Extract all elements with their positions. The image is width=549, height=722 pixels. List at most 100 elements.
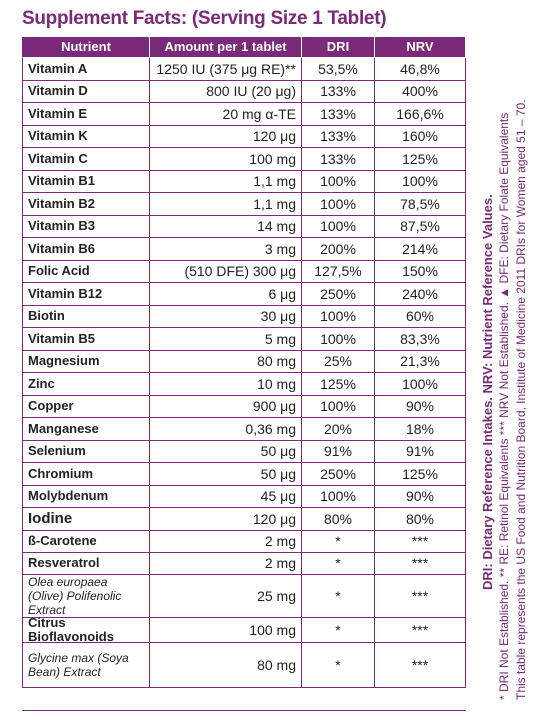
table-cell: Copper <box>22 395 150 418</box>
table-cell: 250% <box>302 283 375 306</box>
table-cell: 900 μg <box>150 395 302 418</box>
table-cell: 100 mg <box>150 148 302 171</box>
table-cell: 2 mg <box>150 530 302 553</box>
table-cell: 100% <box>302 395 375 418</box>
table-cell: *** <box>375 642 466 688</box>
table-cell: 100% <box>302 305 375 328</box>
table-cell: 25 mg <box>150 574 302 618</box>
table-cell: 100% <box>302 328 375 351</box>
table-cell: Vitamin E <box>22 103 150 126</box>
table-cell: 1,1 mg <box>150 170 302 193</box>
table-cell: 14 mg <box>150 215 302 238</box>
table-cell: 133% <box>302 80 375 103</box>
table-cell: Vitamin B6 <box>22 238 150 261</box>
table-cell: *** <box>375 552 466 575</box>
table-cell: 0,36 mg <box>150 418 302 441</box>
title: Supplement Facts: (Serving Size 1 Tablet… <box>22 8 387 29</box>
table-cell: 90% <box>375 485 466 508</box>
table-cell: * <box>302 552 375 575</box>
table-cell: 20 mg α-TE <box>150 103 302 126</box>
table-cell: 125% <box>375 148 466 171</box>
table-cell: 133% <box>302 148 375 171</box>
table-cell: 78,5% <box>375 193 466 216</box>
table-cell: 160% <box>375 125 466 148</box>
table-cell: Zinc <box>22 373 150 396</box>
table-cell: Vitamin B2 <box>22 193 150 216</box>
table-cell: Molybdenum <box>22 485 150 508</box>
table-cell: 240% <box>375 283 466 306</box>
table-cell: Vitamin D <box>22 80 150 103</box>
table-cell: 214% <box>375 238 466 261</box>
table-cell: 5 mg <box>150 328 302 351</box>
table-cell: 200% <box>302 238 375 261</box>
table-cell: 133% <box>302 125 375 148</box>
table-cell: 100% <box>375 373 466 396</box>
table-cell: 91% <box>302 440 375 463</box>
table-cell: Vitamin B1 <box>22 170 150 193</box>
footnote: DRI: Dietary Reference Intakes. NRV: Nut… <box>480 194 495 590</box>
table-cell: Vitamin B3 <box>22 215 150 238</box>
table-cell: 166,6% <box>375 103 466 126</box>
table-cell: 120 μg <box>150 508 302 531</box>
table-cell: 50 μg <box>150 440 302 463</box>
table-cell: 21,3% <box>375 350 466 373</box>
table-cell: Resveratrol <box>22 552 150 575</box>
table-cell: 100% <box>302 193 375 216</box>
table-cell: 25% <box>302 350 375 373</box>
table-cell: *** <box>375 574 466 618</box>
table-cell: 1,1 mg <box>150 193 302 216</box>
table-cell: 90% <box>375 395 466 418</box>
table-cell: 80% <box>302 508 375 531</box>
table-cell: ß-Carotene <box>22 530 150 553</box>
table-cell: 127,5% <box>302 260 375 283</box>
table-cell: 91% <box>375 440 466 463</box>
table-cell: 80% <box>375 508 466 531</box>
table-cell: Biotin <box>22 305 150 328</box>
table-cell: 18% <box>375 418 466 441</box>
table-cell: 150% <box>375 260 466 283</box>
table-cell: 120 μg <box>150 125 302 148</box>
table: Nutrient Amount per 1 tablet DRI NRV Vitamin… <box>22 37 466 711</box>
table-cell: Magnesium <box>22 350 150 373</box>
table-cell: 100% <box>302 170 375 193</box>
table-cell: Vitamin K <box>22 125 150 148</box>
header-cell: DRI <box>302 37 375 58</box>
table-cell: (510 DFE) 300 μg <box>150 260 302 283</box>
table-cell: 125% <box>302 373 375 396</box>
table-cell: Vitamin A <box>22 58 150 81</box>
table-cell: Iodine <box>22 508 150 531</box>
table-cell: 100 mg <box>150 617 302 643</box>
table-cell: *** <box>375 617 466 643</box>
table-cell: 46,8% <box>375 58 466 81</box>
table-cell: Vitamin B5 <box>22 328 150 351</box>
table-cell: Manganese <box>22 418 150 441</box>
table-cell: 100% <box>375 170 466 193</box>
table-cell: * <box>302 574 375 618</box>
table-cell: 80 mg <box>150 642 302 688</box>
table-cell: 20% <box>302 418 375 441</box>
table-cell: Folic Acid <box>22 260 150 283</box>
table-cell: 50 μg <box>150 463 302 486</box>
table-cell: 2 mg <box>150 552 302 575</box>
table-cell: 3 mg <box>150 238 302 261</box>
table-cell: 1250 IU (375 μg RE)** <box>150 58 302 81</box>
table-cell: 400% <box>375 80 466 103</box>
table-cell: 100% <box>302 485 375 508</box>
table-cell: * <box>302 530 375 553</box>
table-cell: Chromium <box>22 463 150 486</box>
table-cell: 250% <box>302 463 375 486</box>
table-cell: * <box>302 642 375 688</box>
table-cell: Glycine max (Soya Bean) Extract <box>22 642 150 688</box>
header-cell: NRV <box>375 37 466 58</box>
table-cell: 100% <box>302 215 375 238</box>
table-cell: 60% <box>375 305 466 328</box>
table-cell: Citrus Bioflavonoids <box>22 615 150 643</box>
footnote: * DRI Not Established. ** RE: Retinol Eq… <box>497 113 511 700</box>
table-cell: 800 IU (20 μg) <box>150 80 302 103</box>
table-cell: Vitamin C <box>22 148 150 171</box>
table-cell: 133% <box>302 103 375 126</box>
table-cell: 10 mg <box>150 373 302 396</box>
table-cell: *** <box>375 530 466 553</box>
